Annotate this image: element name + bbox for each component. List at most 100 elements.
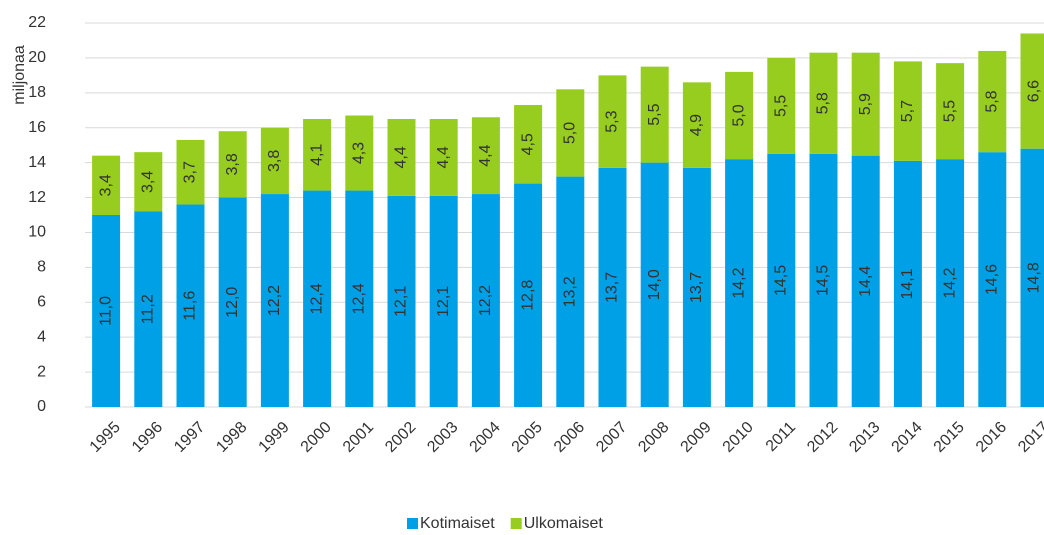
y-tick-label: 18 [28,84,46,101]
x-tick-label: 2015 [931,419,968,456]
y-tick-label: 20 [28,49,46,66]
x-tick-label: 1996 [129,419,166,456]
bar-segment [429,119,458,196]
x-tick-label: 1995 [87,419,124,456]
y-tick-label: 10 [28,224,46,241]
x-tick-label: 2017 [1015,419,1044,456]
x-tick-label: 1997 [171,419,208,456]
bar-segment [514,183,543,407]
bar-segment [640,162,669,407]
bar-segment [218,197,247,407]
bar-segment [682,167,711,407]
data-label: 5,5 [773,95,790,117]
bar-segment [471,194,500,407]
data-label: 3,8 [266,150,283,172]
bar-segment [767,57,796,154]
bar-segment [92,155,121,215]
data-label: 12,2 [266,285,283,316]
data-label: 13,7 [688,272,705,303]
data-label: 14,2 [730,267,747,298]
x-tick-label: 2013 [846,419,883,456]
legend-swatch [407,518,418,529]
bar-segment [936,159,965,407]
x-tick-label: 2009 [678,419,715,456]
data-label: 14,1 [899,268,916,299]
data-label: 11,6 [182,291,199,321]
x-tick-label: 2010 [720,419,757,456]
bar-segment [978,50,1007,153]
y-axis-label: miljonaa [11,45,28,105]
bar-segment [640,66,669,163]
x-tick-label: 2004 [467,419,504,456]
data-label: 11,2 [140,294,157,324]
x-tick-label: 1999 [256,419,293,456]
bar-segment [260,194,289,407]
y-tick-label: 4 [37,328,46,345]
y-tick-label: 12 [28,189,46,206]
bar-segment [893,61,922,161]
bar-segment [514,105,543,184]
data-label: 5,5 [941,100,958,122]
bar-segment [176,139,205,205]
data-label: 5,0 [730,104,747,126]
data-label: 14,2 [941,267,958,298]
bar-segment [851,155,880,407]
y-tick-label: 22 [28,14,46,31]
data-label: 6,6 [1026,80,1043,102]
data-label: 12,2 [477,285,494,316]
y-tick-label: 0 [37,398,46,415]
bar-segment [134,211,163,407]
data-label: 5,3 [604,110,621,132]
bar-segment [936,63,965,160]
bar-segment [260,127,289,195]
data-label: 11,0 [97,296,114,326]
data-label: 4,9 [688,114,705,136]
bar-segment [471,117,500,195]
bar-segment [303,119,332,191]
bar-segment [218,131,247,198]
data-label: 14,8 [1026,262,1043,293]
bar-segment [134,152,163,212]
bar-segment [598,75,627,168]
data-label: 14,0 [646,269,663,300]
bar-segment [767,153,796,407]
x-tick-label: 2003 [424,419,461,456]
bar-segment [556,176,585,407]
data-label: 3,4 [97,174,114,196]
data-label: 4,3 [351,142,368,164]
data-label: 5,5 [646,103,663,125]
bar-segment [851,52,880,156]
data-label: 3,8 [224,153,241,175]
data-label: 12,4 [308,283,325,314]
x-tick-label: 2011 [763,419,799,455]
bar-segment [598,167,627,407]
data-label: 4,4 [393,146,410,168]
data-label: 5,7 [899,100,916,122]
bar-segment [387,119,416,196]
data-label: 12,1 [435,286,452,317]
data-label: 14,5 [815,265,832,296]
data-label: 4,1 [308,144,325,166]
y-tick-label: 8 [37,259,46,276]
x-tick-label: 2006 [551,419,588,456]
bar-segment [1020,148,1044,407]
bar-segment [429,195,458,407]
x-tick-label: 1998 [213,419,250,456]
bar-segment [176,204,205,407]
data-label: 14,6 [984,264,1001,295]
bar-segment [303,190,332,407]
bar-segment [92,215,121,407]
data-label: 12,4 [351,283,368,314]
data-label: 14,4 [857,266,874,297]
bar-segment [682,82,711,168]
bar-segment [387,195,416,407]
bar-segment [809,153,838,407]
y-tick-label: 14 [28,154,46,171]
x-tick-label: 2002 [382,419,419,456]
bar-segment [725,71,754,160]
x-tick-label: 2016 [973,419,1010,456]
y-tick-label: 6 [37,293,46,310]
bar-segment [725,159,754,407]
data-label: 4,4 [477,144,494,166]
